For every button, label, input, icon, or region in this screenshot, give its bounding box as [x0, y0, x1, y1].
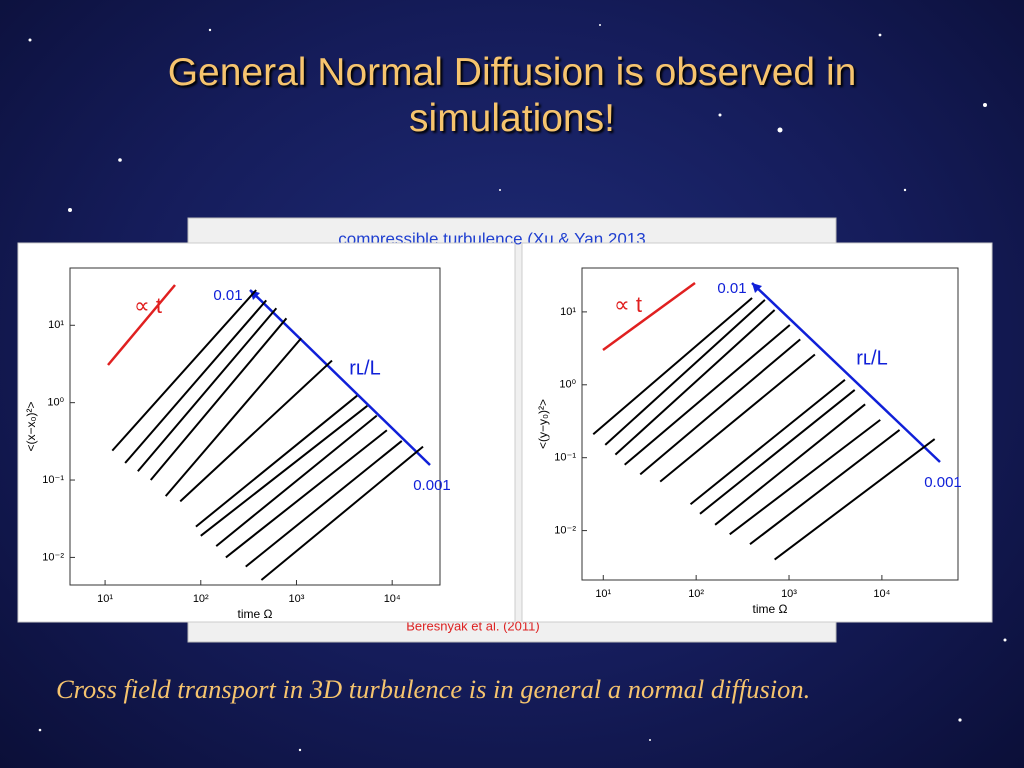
x-tick-label: 10⁴	[873, 588, 890, 600]
annotation: rʟ/L	[349, 357, 380, 379]
fit-line	[179, 359, 333, 503]
fit-line	[260, 445, 424, 581]
annotation: 0.001	[413, 477, 451, 494]
fit-line	[689, 379, 846, 505]
fit-line	[124, 299, 267, 464]
x-tick-label: 10¹	[595, 588, 611, 600]
fit-line	[592, 297, 753, 435]
fit-line	[604, 299, 766, 446]
fit-line	[614, 309, 776, 456]
fit-line	[659, 353, 816, 483]
fit-line	[624, 324, 791, 466]
plot-frame	[69, 267, 441, 586]
y-tick-label: 10⁰	[559, 379, 576, 391]
fit-line	[729, 419, 881, 536]
fit-line	[749, 429, 901, 546]
y-tick-label: 10⁻²	[554, 524, 576, 536]
y-tick-label: 10⁰	[47, 397, 64, 409]
fit-line	[699, 389, 856, 515]
annotation: ∝ t	[614, 292, 642, 317]
y-tick-label: 10¹	[48, 319, 64, 331]
x-axis-label: time Ω	[238, 607, 273, 621]
arrow-head	[752, 283, 762, 293]
fit-line	[215, 414, 378, 547]
slide-title: General Normal Diffusion is observed in …	[167, 51, 857, 140]
x-axis-label: time Ω	[753, 602, 788, 616]
y-axis-label: <(x−x₀)²>	[24, 402, 38, 452]
stars	[28, 24, 1007, 752]
fit-line	[149, 317, 288, 481]
annotation: 0.01	[717, 280, 746, 297]
caption: Cross field transport in 3D turbulence i…	[56, 674, 811, 704]
y-tick-label: 10⁻²	[42, 551, 64, 563]
fit-line	[245, 440, 403, 568]
fit-line	[195, 394, 358, 528]
annotation: 0.001	[924, 474, 962, 491]
x-tick-label: 10¹	[97, 593, 113, 605]
fit-line	[639, 338, 801, 476]
y-tick-label: 10¹	[560, 306, 576, 318]
arrow-line	[751, 282, 941, 463]
fit-line	[200, 405, 368, 537]
reference-line	[602, 281, 696, 352]
fit-line	[225, 429, 388, 559]
fit-line	[774, 438, 936, 561]
y-tick-label: 10⁻¹	[554, 452, 576, 464]
x-tick-label: 10²	[688, 588, 704, 600]
fit-line	[714, 403, 866, 526]
plot-frame	[581, 267, 959, 581]
x-tick-label: 10³	[289, 593, 305, 605]
fit-line	[137, 307, 278, 472]
annotation: ∝ t	[134, 293, 162, 318]
x-tick-label: 10²	[193, 593, 209, 605]
x-tick-label: 10⁴	[384, 593, 401, 605]
fit-line	[111, 289, 257, 452]
x-tick-label: 10³	[781, 588, 797, 600]
fit-line	[164, 337, 302, 497]
arrow-head	[250, 290, 260, 300]
y-axis-label: <(y−y₀)²>	[536, 399, 550, 449]
y-tick-label: 10⁻¹	[42, 474, 64, 486]
panel	[521, 242, 993, 623]
annotation: rʟ/L	[856, 347, 887, 369]
reference-line	[107, 284, 176, 366]
annotation: 0.01	[213, 287, 242, 304]
arrow-line	[249, 289, 431, 466]
